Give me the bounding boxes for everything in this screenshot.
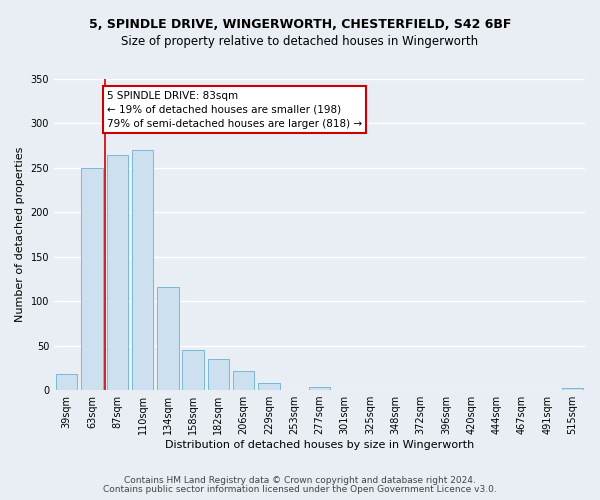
Bar [132, 150, 153, 390]
Bar [157, 287, 179, 390]
Bar [258, 383, 280, 390]
Bar [182, 350, 204, 390]
Bar [309, 386, 330, 390]
Y-axis label: Number of detached properties: Number of detached properties [15, 147, 25, 322]
Bar [56, 374, 77, 390]
Bar [233, 372, 254, 390]
Bar [562, 388, 583, 390]
Bar [208, 359, 229, 390]
Text: Contains public sector information licensed under the Open Government Licence v3: Contains public sector information licen… [103, 484, 497, 494]
Bar [81, 168, 103, 390]
Bar [107, 154, 128, 390]
X-axis label: Distribution of detached houses by size in Wingerworth: Distribution of detached houses by size … [165, 440, 474, 450]
Text: 5, SPINDLE DRIVE, WINGERWORTH, CHESTERFIELD, S42 6BF: 5, SPINDLE DRIVE, WINGERWORTH, CHESTERFI… [89, 18, 511, 30]
Text: Contains HM Land Registry data © Crown copyright and database right 2024.: Contains HM Land Registry data © Crown c… [124, 476, 476, 485]
Text: 5 SPINDLE DRIVE: 83sqm
← 19% of detached houses are smaller (198)
79% of semi-de: 5 SPINDLE DRIVE: 83sqm ← 19% of detached… [107, 90, 362, 128]
Text: Size of property relative to detached houses in Wingerworth: Size of property relative to detached ho… [121, 35, 479, 48]
